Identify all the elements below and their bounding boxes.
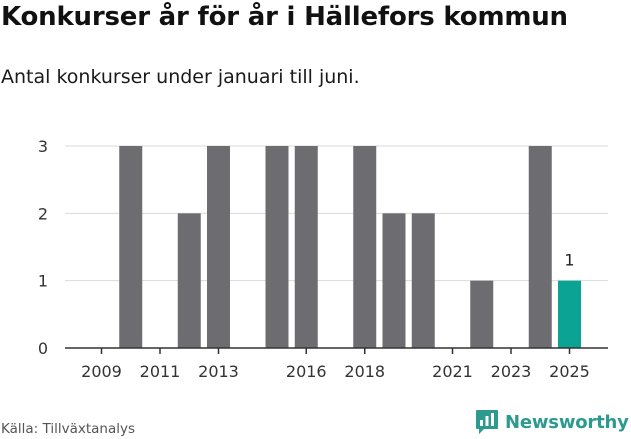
bar-2019 [382,213,406,348]
bar-2016 [294,146,318,348]
newsworthy-logo: Newsworthy [475,408,629,436]
bar-2010 [119,146,143,348]
x-tick-label: 2009 [81,362,122,381]
bar-2018 [353,146,377,348]
x-tick-label: 2011 [140,362,181,381]
x-tick-label: 2023 [491,362,532,381]
x-axis [65,347,608,354]
bar-chart: 0 1 2 3 1 2009 2011 2013 2016 2018 2021 2023 2025 [38,137,608,381]
newsworthy-logo-text: Newsworthy [505,411,629,433]
bar-2013 [207,146,230,348]
bars [119,146,581,348]
gridlines [65,145,608,282]
bar-2025 [558,280,581,348]
x-tick-label: 2021 [432,362,473,381]
bar-2012 [177,213,201,348]
bar-2020 [411,213,435,348]
x-tick-label: 2025 [549,362,590,381]
chart-subtitle: Antal konkurser under januari till juni. [1,66,360,88]
y-tick-label: 1 [38,272,48,291]
x-tick-label: 2016 [286,362,327,381]
bar-2015 [265,146,289,348]
x-tick-label: 2013 [198,362,239,381]
chart-title: Konkurser år för år i Hällefors kommun [1,2,568,32]
newsworthy-logo-icon [476,410,498,434]
tick-labels: 0 1 2 3 1 2009 2011 2013 2016 2018 2021 2023 2025 [38,137,590,381]
y-tick-label: 0 [38,339,48,358]
bar-2022 [470,280,494,348]
data-label-2025: 1 [564,251,574,270]
y-tick-label: 3 [38,137,48,156]
x-tick-label: 2018 [344,362,385,381]
source-note: Källa: Tillväxtanalys [1,421,136,437]
y-tick-label: 2 [38,204,48,223]
bar-2024 [528,146,552,348]
